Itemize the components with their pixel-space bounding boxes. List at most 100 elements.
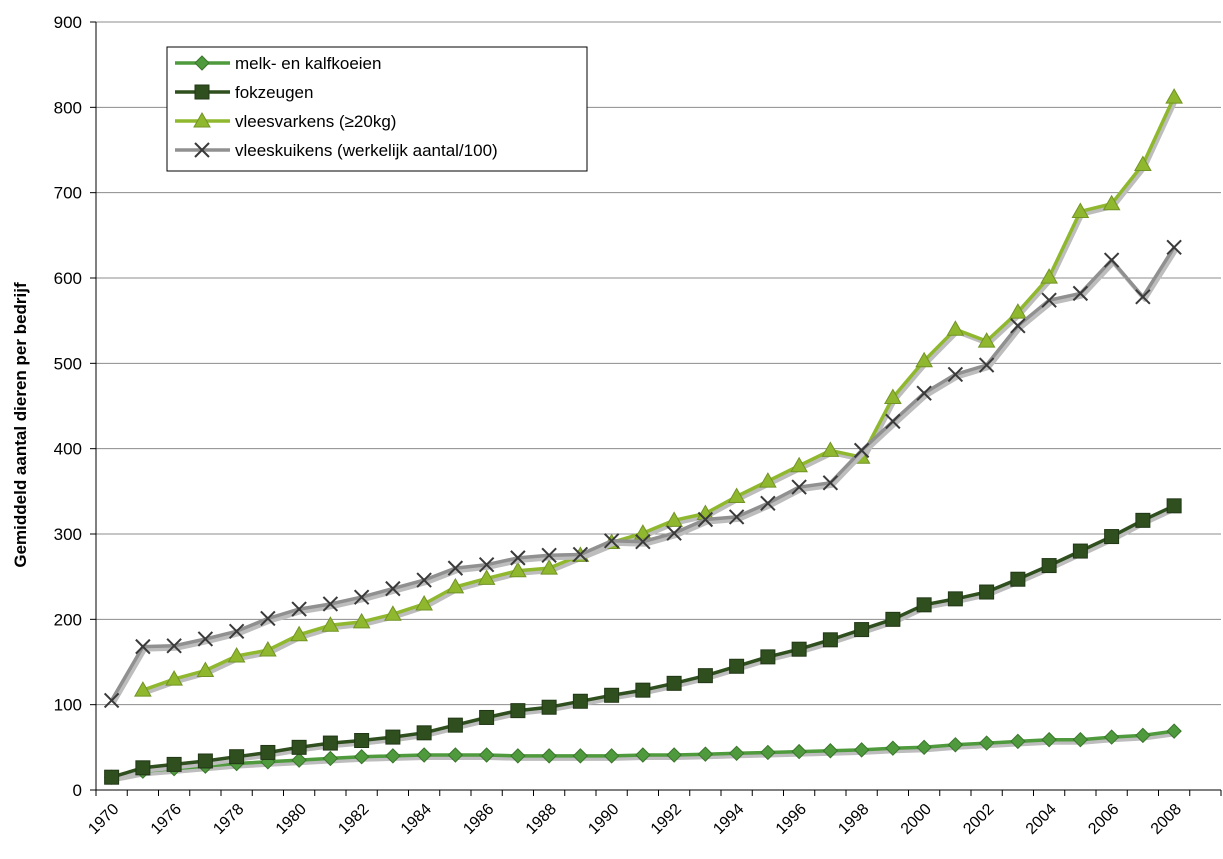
- series-3: [134, 88, 1183, 697]
- x-marker-stroke: [103, 692, 120, 709]
- series-1: [103, 723, 1182, 785]
- data-point: [447, 717, 463, 733]
- data-point: [727, 487, 746, 503]
- legend-label: vleeskuikens (werkelijk aantal/100): [235, 141, 498, 160]
- data-point: [134, 681, 152, 697]
- x-marker-stroke: [135, 638, 151, 655]
- data-point: [1041, 558, 1057, 574]
- legend-marker: [194, 84, 210, 100]
- data-point: [385, 729, 401, 745]
- axes-layer: [90, 21, 1222, 796]
- data-point: [604, 687, 620, 703]
- x-tick-label: 1984: [398, 801, 435, 838]
- data-point: [821, 441, 840, 457]
- data-point: [385, 580, 401, 597]
- data-point: [728, 509, 745, 525]
- data-point: [540, 559, 558, 575]
- y-tick-label: 600: [54, 269, 82, 288]
- data-point: [260, 744, 276, 760]
- data-point: [291, 752, 307, 768]
- x-tick-label: 2004: [1023, 801, 1060, 838]
- x-marker-stroke: [791, 479, 807, 495]
- data-point: [1165, 88, 1183, 104]
- data-point: [791, 641, 807, 657]
- data-point: [666, 525, 682, 541]
- x-marker-stroke: [635, 533, 651, 550]
- data-point: [1040, 268, 1058, 284]
- legend-box: [166, 46, 588, 172]
- data-point: [1166, 239, 1182, 255]
- data-point: [635, 747, 651, 763]
- data-point: [509, 561, 527, 578]
- data-point: [352, 612, 371, 629]
- data-point: [1166, 498, 1182, 514]
- x-marker-stroke: [353, 589, 370, 605]
- data-point: [384, 605, 402, 621]
- data-point: [885, 611, 901, 627]
- data-point: [166, 756, 182, 772]
- legend-label: vleesvarkens (≥20kg): [235, 112, 396, 131]
- data-point: [1104, 529, 1120, 545]
- data-point: [978, 735, 995, 751]
- data-point: [760, 649, 776, 665]
- y-tick-label: 400: [54, 440, 82, 459]
- x-marker-stroke: [510, 550, 526, 566]
- data-point: [822, 743, 839, 759]
- data-point: [1041, 292, 1057, 308]
- data-point: [1103, 729, 1120, 745]
- data-point: [572, 546, 589, 563]
- x-tick-label: 1996: [773, 801, 810, 838]
- x-marker-stroke: [197, 631, 214, 647]
- data-point: [916, 385, 932, 401]
- data-point: [353, 589, 370, 605]
- data-point: [477, 569, 496, 585]
- data-point: [1010, 571, 1026, 587]
- y-tick-label: 700: [54, 184, 82, 203]
- data-point: [322, 750, 339, 767]
- data-point: [979, 584, 995, 600]
- data-point: [354, 733, 370, 749]
- y-axis-title: Gemiddeld aantal dieren per bedrijf: [11, 282, 30, 568]
- x-marker-stroke: [228, 623, 245, 639]
- data-point: [603, 533, 620, 549]
- data-point: [822, 632, 838, 648]
- data-point: [665, 511, 683, 527]
- data-point: [729, 658, 745, 674]
- data-point: [1072, 543, 1088, 559]
- data-point: [791, 479, 807, 495]
- data-point: [165, 670, 183, 686]
- data-point: [385, 748, 401, 764]
- data-point: [635, 533, 651, 550]
- x-marker-stroke: [478, 557, 495, 573]
- data-point: [978, 357, 995, 373]
- data-point: [1072, 731, 1089, 748]
- data-point: [790, 456, 808, 473]
- data-point: [510, 748, 526, 764]
- x-marker-stroke: [947, 366, 964, 383]
- x-marker-stroke: [322, 596, 339, 612]
- legend: melk- en kalfkoeien fokzeugen vleesvarkens…: [166, 46, 588, 172]
- data-point: [322, 735, 338, 751]
- data-point: [1135, 289, 1151, 305]
- data-point: [166, 638, 182, 654]
- x-marker-stroke: [760, 495, 776, 511]
- x-tick-label: 1992: [648, 801, 685, 838]
- legend-label: melk- en kalfkoeien: [235, 54, 381, 73]
- data-point: [946, 320, 965, 336]
- data-point: [104, 769, 120, 785]
- data-point: [1071, 202, 1090, 218]
- x-marker-stroke: [385, 580, 401, 597]
- data-point: [666, 747, 682, 763]
- x-marker-stroke: [916, 385, 932, 401]
- data-point: [760, 744, 776, 761]
- data-point: [353, 749, 370, 765]
- series-4: [103, 239, 1182, 709]
- y-tick-label: 0: [73, 781, 82, 800]
- data-point: [853, 442, 870, 459]
- x-marker-stroke: [541, 547, 557, 564]
- data-point: [197, 631, 214, 647]
- data-point: [229, 749, 245, 765]
- x-marker-stroke: [416, 572, 432, 588]
- x-tick-label: 2006: [1085, 801, 1122, 838]
